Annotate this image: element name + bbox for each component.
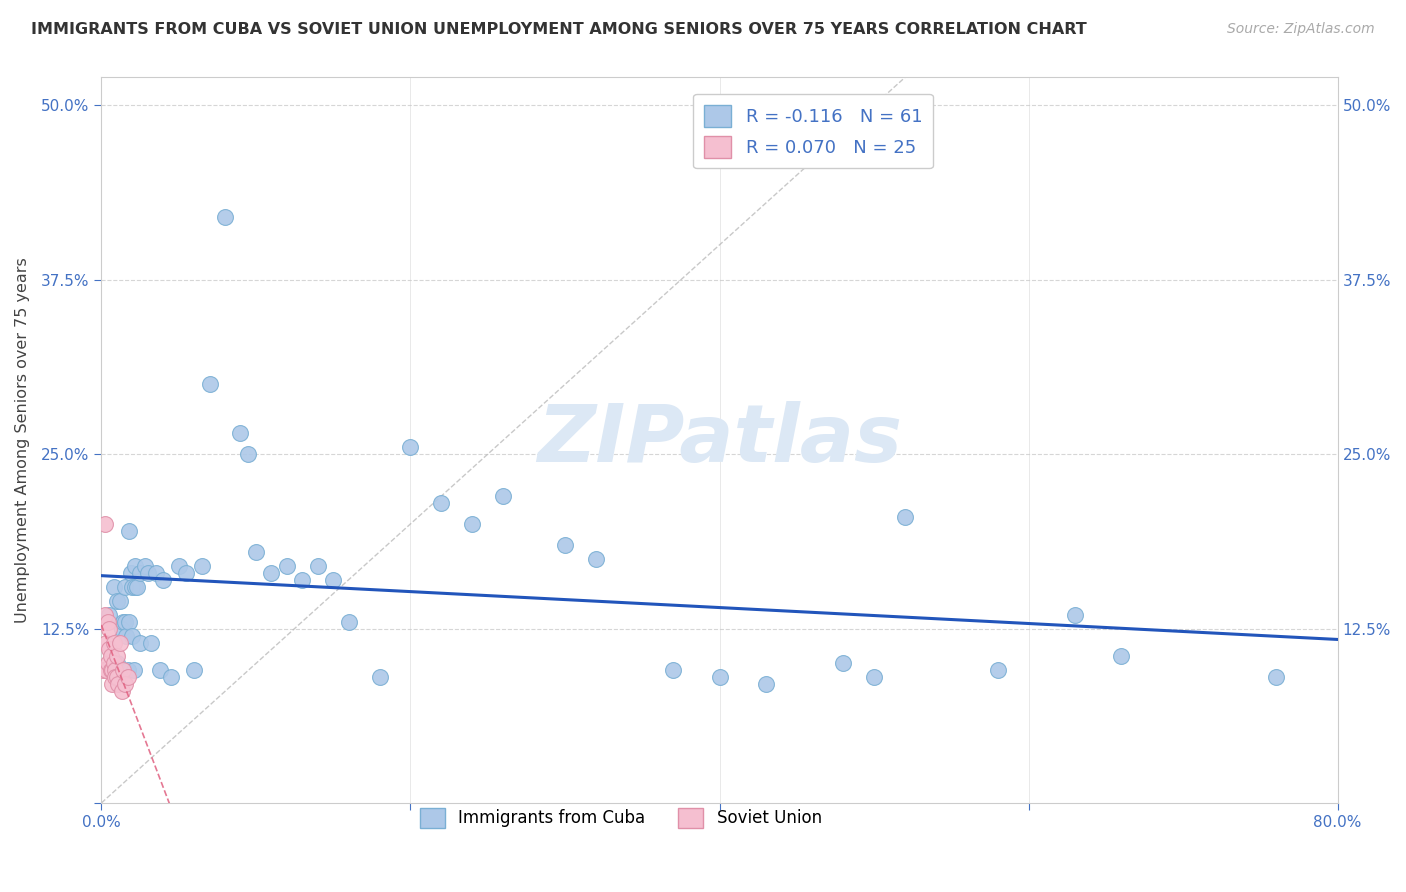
Point: [492, 489, 515, 503]
Point: [863, 670, 886, 684]
Point: [105, 593, 128, 607]
Point: [101, 677, 124, 691]
Point: [245, 545, 267, 559]
Point: [93, 516, 115, 531]
Point: [160, 670, 183, 684]
Point: [93, 607, 115, 622]
Point: [987, 664, 1010, 678]
Point: [149, 664, 172, 678]
Point: [134, 558, 156, 573]
Point: [129, 566, 152, 580]
Point: [97, 657, 120, 671]
Point: [322, 573, 344, 587]
Point: [276, 558, 298, 573]
Point: [136, 566, 159, 580]
Point: [430, 496, 453, 510]
Point: [107, 677, 129, 691]
Point: [105, 657, 128, 671]
Point: [145, 566, 167, 580]
Point: [114, 615, 136, 629]
Point: [114, 580, 136, 594]
Point: [307, 558, 329, 573]
Point: [100, 664, 122, 678]
Point: [832, 657, 855, 671]
Point: [98, 622, 121, 636]
Point: [1111, 649, 1133, 664]
Point: [97, 615, 120, 629]
Point: [105, 670, 128, 684]
Point: [94, 635, 117, 649]
Point: [104, 664, 127, 678]
Point: [100, 649, 122, 664]
Point: [183, 664, 205, 678]
Point: [98, 607, 121, 622]
Point: [125, 580, 148, 594]
Point: [191, 558, 214, 573]
Point: [118, 524, 141, 538]
Point: [399, 440, 422, 454]
Text: IMMIGRANTS FROM CUBA VS SOVIET UNION UNEMPLOYMENT AMONG SENIORS OVER 75 YEARS CO: IMMIGRANTS FROM CUBA VS SOVIET UNION UNE…: [31, 22, 1087, 37]
Point: [129, 635, 152, 649]
Point: [103, 580, 125, 594]
Point: [91, 664, 114, 678]
Point: [176, 566, 198, 580]
Point: [124, 558, 146, 573]
Point: [108, 635, 131, 649]
Point: [152, 573, 174, 587]
Point: [117, 670, 139, 684]
Point: [1264, 670, 1286, 684]
Point: [118, 615, 141, 629]
Point: [585, 551, 607, 566]
Point: [103, 635, 125, 649]
Point: [101, 664, 124, 678]
Point: [112, 615, 135, 629]
Point: [1064, 607, 1087, 622]
Point: [121, 580, 143, 594]
Point: [110, 684, 132, 698]
Point: [122, 664, 145, 678]
Point: [121, 628, 143, 642]
Point: [124, 580, 146, 594]
Point: [104, 670, 127, 684]
Point: [105, 649, 128, 664]
Point: [368, 670, 391, 684]
Point: [214, 210, 236, 224]
Point: [117, 664, 139, 678]
Point: [461, 516, 484, 531]
Point: [238, 447, 260, 461]
Text: ZIPatlas: ZIPatlas: [537, 401, 903, 479]
Point: [139, 635, 162, 649]
Point: [662, 664, 685, 678]
Point: [894, 510, 917, 524]
Point: [755, 677, 778, 691]
Y-axis label: Unemployment Among Seniors over 75 years: Unemployment Among Seniors over 75 years: [15, 257, 30, 624]
Legend: Immigrants from Cuba, Soviet Union: Immigrants from Cuba, Soviet Union: [413, 801, 828, 835]
Point: [167, 558, 190, 573]
Point: [114, 677, 136, 691]
Point: [229, 426, 252, 441]
Point: [103, 657, 125, 671]
Point: [260, 566, 283, 580]
Point: [709, 670, 731, 684]
Point: [120, 566, 142, 580]
Point: [110, 622, 132, 636]
Point: [198, 377, 221, 392]
Point: [115, 628, 138, 642]
Point: [108, 593, 131, 607]
Point: [554, 538, 576, 552]
Point: [94, 664, 117, 678]
Text: Source: ZipAtlas.com: Source: ZipAtlas.com: [1227, 22, 1375, 37]
Point: [112, 664, 135, 678]
Point: [291, 573, 314, 587]
Point: [337, 615, 360, 629]
Point: [98, 642, 121, 657]
